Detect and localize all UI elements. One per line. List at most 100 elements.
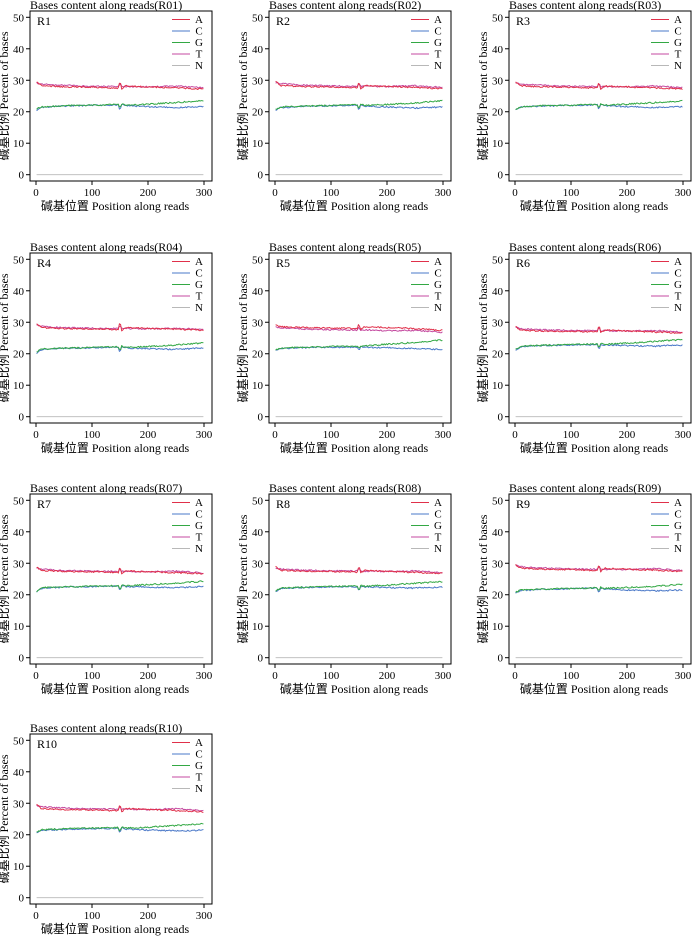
legend-label-t: T [435,532,442,544]
legend-label-g: G [674,279,682,291]
y-tick-label: 10 [252,380,264,392]
chart-panel-10: Bases content along reads(R10) R10 0 10 20 30… [0,721,213,936]
y-tick-label: 30 [252,558,264,570]
legend-label-g: G [195,37,203,49]
x-tick-label: 100 [84,910,101,922]
plot-frame [29,493,213,665]
series-line-a [36,803,204,813]
legend-label-t: T [196,291,203,303]
y-tick-label: 40 [492,44,504,56]
series-line-g [36,342,204,353]
x-tick-label: 200 [140,429,157,441]
x-tick-label: 200 [140,187,157,199]
y-axis-label: 碱基比例 Percent of bases [476,31,490,160]
y-tick-label: 30 [252,317,264,329]
legend-label-g: G [195,760,203,772]
x-tick-label: 300 [435,429,452,441]
y-tick-label: 10 [252,621,264,633]
series-line-c [36,826,204,834]
y-tick-label: 0 [19,170,25,182]
x-tick-label: 100 [563,429,580,441]
x-tick-label: 0 [512,670,518,682]
x-tick-label: 0 [272,187,278,199]
panel-label: R6 [516,256,530,270]
y-tick-label: 10 [13,621,25,633]
y-tick-label: 20 [252,349,264,361]
x-axis-label: 碱基位置 Position along reads [41,681,190,696]
series-line-t [36,804,204,812]
series-group [515,325,683,418]
y-tick-label: 20 [13,349,25,361]
x-tick-label: 100 [323,187,340,199]
y-tick-label: 40 [13,286,25,298]
chart-panel-5: Bases content along reads(R05) R5 0 10 20 30 4… [236,240,452,455]
series-line-t [515,326,683,334]
x-axis-label: 碱基位置 Position along reads [41,440,190,455]
legend-label-n: N [674,60,682,72]
series-group [515,81,683,176]
panel-label: R10 [37,737,57,751]
chart-title: Bases content along reads(R02) [269,0,421,12]
y-tick-label: 20 [492,107,504,119]
legend-label-n: N [434,60,442,72]
series-line-a [275,80,443,90]
panel-label: R3 [516,14,530,28]
legend-label-n: N [195,60,203,72]
chart-title: Bases content along reads(R07) [30,481,182,495]
y-tick-label: 40 [492,286,504,298]
legend-label-a: A [195,14,203,26]
series-line-g [275,339,443,351]
y-tick-label: 0 [258,170,264,182]
series-group [275,324,443,418]
series-line-a [515,564,683,573]
y-tick-label: 0 [19,653,25,665]
series-line-a [515,325,683,334]
y-axis-label: 碱基比例 Percent of bases [236,273,250,402]
x-tick-label: 0 [272,670,278,682]
series-line-g [515,583,683,593]
legend-label-n: N [674,302,682,314]
series-line-t [275,567,443,574]
legend-label-n: N [195,543,203,555]
chart-title: Bases content along reads(R09) [509,481,661,495]
series-line-g [275,580,443,592]
x-axis-label: 碱基位置 Position along reads [520,198,669,213]
chart-title: Bases content along reads(R03) [509,0,661,12]
y-tick-label: 40 [13,44,25,56]
legend-label-c: C [674,509,681,521]
legend-label-c: C [195,26,202,38]
y-tick-label: 20 [492,590,504,602]
legend-label-t: T [675,291,682,303]
x-tick-label: 100 [563,670,580,682]
legend-label-a: A [195,497,203,509]
plot-frame [29,733,213,905]
y-tick-label: 0 [19,893,25,905]
series-line-c [36,103,204,112]
x-axis-label: 碱基位置 Position along reads [41,921,190,936]
plot-frame [29,252,213,424]
x-tick-label: 300 [435,670,452,682]
x-axis-label: 碱基位置 Position along reads [280,681,429,696]
y-tick-label: 20 [492,349,504,361]
legend-label-n: N [195,783,203,795]
y-tick-label: 30 [492,75,504,87]
y-axis-label: 碱基比例 Percent of bases [236,514,250,643]
chart-panel-4: Bases content along reads(R04) R4 0 10 20 30 4… [0,240,213,455]
panel-label: R8 [276,497,290,511]
legend-label-a: A [195,256,203,268]
chart-panel-2: Bases content along reads(R02) R2 0 10 20 30 4… [236,0,452,213]
plot-frame [268,10,452,182]
panel-label: R5 [276,256,290,270]
legend-label-g: G [674,520,682,532]
legend-label-t: T [675,532,682,544]
y-tick-label: 30 [492,317,504,329]
x-tick-label: 200 [140,670,157,682]
x-tick-label: 100 [84,670,101,682]
chart-title: Bases content along reads(R01) [30,0,182,12]
y-tick-label: 30 [13,75,25,87]
